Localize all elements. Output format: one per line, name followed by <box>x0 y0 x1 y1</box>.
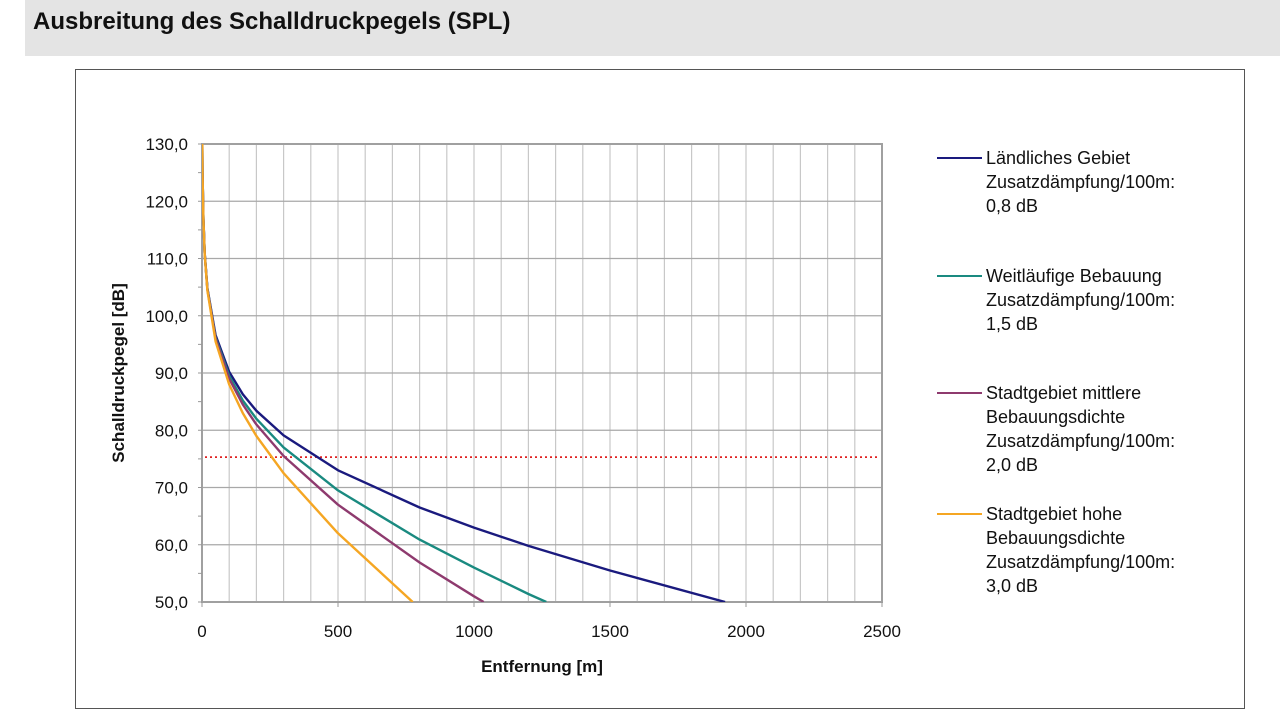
y-tick-label: 90,0 <box>155 364 188 383</box>
legend-item: Stadtgebiet hohe Bebauungsdichte Zusatzdäm… <box>986 502 1175 598</box>
x-tick-label: 0 <box>197 622 206 641</box>
legend-label-line: Weitläufige Bebauung <box>986 266 1162 286</box>
legend-label-line: Bebauungsdichte <box>986 407 1126 427</box>
legend-label-line: Zusatzdämpfung/100m: <box>986 552 1176 572</box>
y-tick-label: 120,0 <box>145 192 188 211</box>
x-tick-label: 500 <box>324 622 352 641</box>
y-tick-label: 60,0 <box>155 536 188 555</box>
legend-label-line: Stadtgebiet mittlere <box>986 383 1142 403</box>
legend-item: Ländliches Gebiet Zusatzdämpfung/100m: 0,8… <box>986 146 1175 218</box>
legend-label-line: 0,8 dB <box>986 196 1039 216</box>
y-tick-label: 50,0 <box>155 593 188 612</box>
legend-item: Stadtgebiet mittlere Bebauungsdichte Zusat… <box>986 381 1175 477</box>
legend-label-line: 3,0 dB <box>986 576 1039 596</box>
legend-label-line: Bebauungsdichte <box>986 528 1126 548</box>
legend-label-line: 2,0 dB <box>986 455 1039 475</box>
x-tick-label: 1500 <box>591 622 629 641</box>
legend-label-line: Zusatzdämpfung/100m: <box>986 290 1176 310</box>
legend-label-line: Zusatzdämpfung/100m: <box>986 172 1176 192</box>
y-tick-label: 110,0 <box>147 250 188 269</box>
legend-item: Weitläufige Bebauung Zusatzdämpfung/100m:… <box>986 264 1175 336</box>
x-axis-label: Entfernung [m] <box>481 657 603 676</box>
legend-label-line: 1,5 dB <box>986 314 1039 334</box>
x-tick-label: 2500 <box>863 622 901 641</box>
legend-label-line: Stadtgebiet hohe <box>986 504 1123 524</box>
legend-label-line: Zusatzdämpfung/100m: <box>986 431 1176 451</box>
y-tick-label: 70,0 <box>155 479 188 498</box>
page-header: Ausbreitung des Schalldruckpegels (SPL) <box>25 0 1280 56</box>
y-tick-label: 130,0 <box>145 135 188 154</box>
x-tick-label: 1000 <box>455 622 493 641</box>
y-tick-label: 80,0 <box>155 421 188 440</box>
y-tick-label: 100,0 <box>145 307 188 326</box>
page-title: Ausbreitung des Schalldruckpegels (SPL) <box>33 8 511 35</box>
x-tick-label: 2000 <box>727 622 765 641</box>
series-line <box>202 144 414 602</box>
chart-frame <box>75 69 1245 709</box>
y-axis-label: Schalldruckpegel [dB] <box>109 283 128 462</box>
legend-label-line: Ländliches Gebiet <box>986 148 1131 168</box>
